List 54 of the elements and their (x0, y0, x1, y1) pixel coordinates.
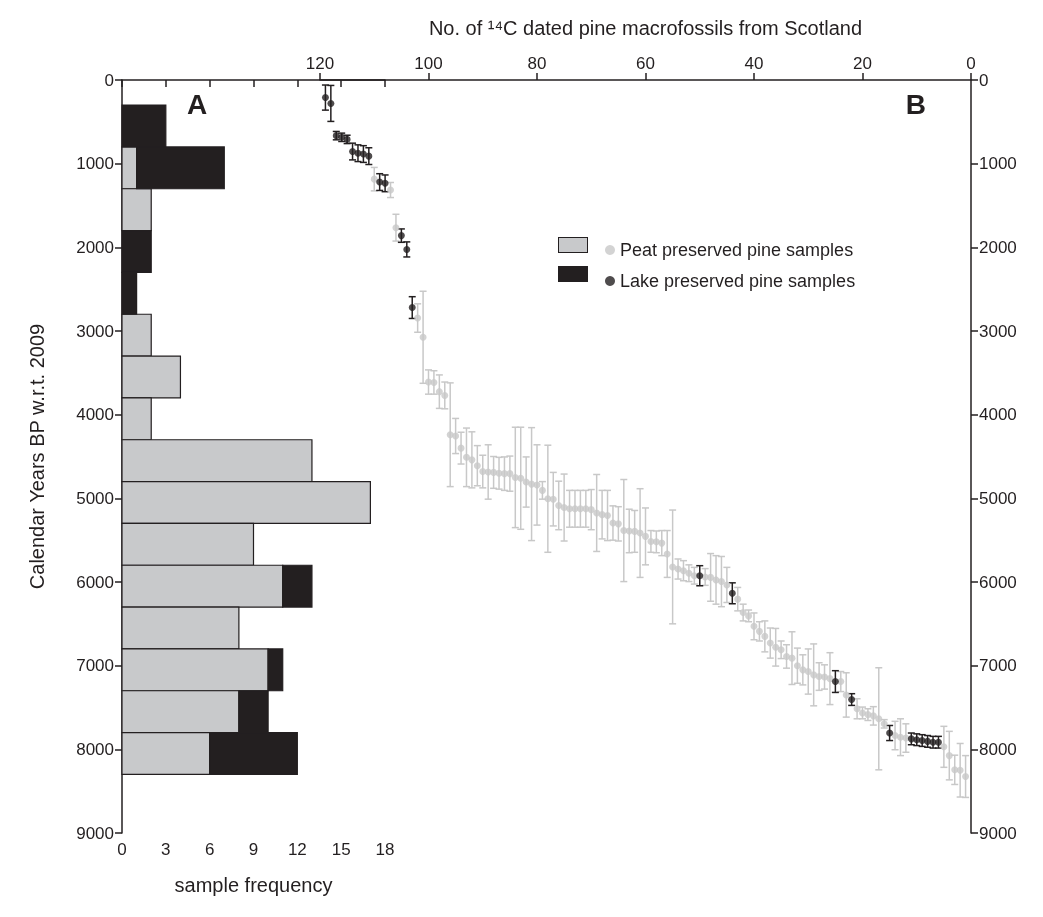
x-tick-label: 12 (287, 840, 307, 859)
point (728, 589, 736, 597)
point (696, 572, 704, 580)
x-tick-label: 6 (204, 840, 215, 859)
point (848, 696, 856, 704)
point (365, 152, 373, 160)
legend-label: Lake preserved pine samples (620, 271, 856, 291)
x-tick-label: 0 (966, 54, 976, 73)
x-tick-label: 80 (527, 54, 547, 73)
point (349, 148, 357, 156)
x-axis-title: sample frequency (174, 874, 333, 896)
x-tick-label: 15 (331, 840, 351, 859)
point (408, 304, 416, 312)
y-tick-label: 5000 (979, 488, 1017, 508)
x-tick-label: 9 (248, 840, 259, 859)
legend-label: Peat preserved pine samples (620, 240, 854, 260)
annotation: B (905, 88, 927, 120)
y-axis-title: Calendar Years BP w.r.t. 2009 (26, 323, 48, 590)
y-tick-label: 2000 (979, 237, 1017, 257)
point (403, 245, 411, 253)
x-tick-label: 40 (744, 54, 764, 73)
y-tick-label: 8000 (979, 739, 1017, 759)
y-tick-label: 1000 (76, 154, 114, 174)
point (321, 94, 329, 102)
y-tick-label: 4000 (979, 405, 1017, 425)
x-tick-label: 20 (853, 54, 872, 73)
point (831, 678, 839, 686)
y-tick-label: 6000 (76, 572, 114, 592)
x-tick-label: 120 (305, 54, 335, 73)
annotation: A (187, 88, 208, 120)
y-tick-label: 1000 (979, 154, 1017, 174)
point (886, 729, 894, 737)
x-tick-label: 100 (414, 54, 443, 73)
y-tick-label: 8000 (76, 739, 114, 759)
y-tick-label: 6000 (979, 572, 1017, 592)
x-tick-label: 3 (161, 840, 171, 859)
x-tick-label: 60 (636, 54, 655, 73)
point (381, 179, 389, 187)
y-tick-label: 2000 (76, 237, 114, 257)
y-tick-label: 7000 (76, 656, 114, 676)
point (327, 99, 335, 107)
y-tick-label: 3000 (76, 321, 114, 341)
y-tick-label: 7000 (979, 656, 1017, 676)
y-tick-label: 0 (104, 70, 114, 90)
y-tick-label: 5000 (76, 488, 114, 508)
y-tick-label: 4000 (76, 405, 114, 425)
y-tick-label: 9000 (76, 823, 114, 843)
y-tick-label: 9000 (979, 823, 1017, 843)
x-axis-title: No. of ¹⁴C dated pine macrofossils from Scotland (428, 17, 863, 39)
x-tick-label: 18 (375, 840, 395, 859)
x-tick-label: 0 (117, 840, 127, 859)
y-tick-label: 0 (979, 70, 989, 90)
y-tick-label: 3000 (979, 321, 1017, 341)
point (397, 232, 405, 240)
